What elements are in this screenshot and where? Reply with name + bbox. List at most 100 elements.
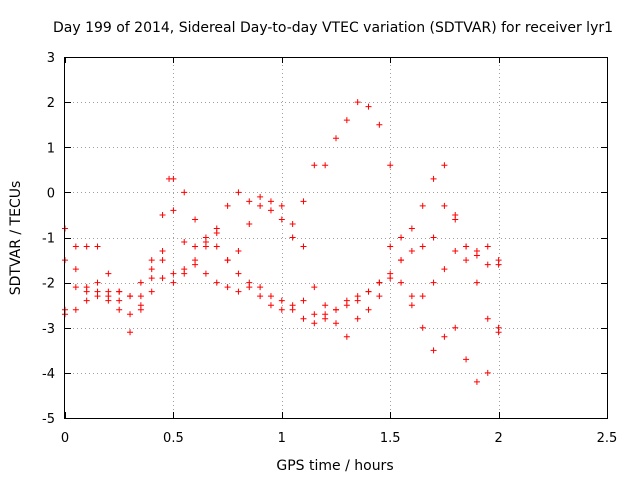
data-point	[484, 261, 491, 268]
data-point	[463, 356, 470, 363]
data-point	[127, 329, 134, 336]
data-point	[430, 234, 437, 241]
data-point	[202, 239, 209, 246]
data-point	[94, 288, 101, 295]
x-tick-label: 2.5	[597, 431, 618, 446]
data-point	[72, 266, 79, 273]
data-point	[278, 306, 285, 313]
data-point	[441, 162, 448, 169]
data-point	[473, 378, 480, 385]
data-point	[94, 243, 101, 250]
data-point	[246, 284, 253, 291]
data-point	[430, 347, 437, 354]
x-tick-labels: 0 0.5 1 1.5 2 2.5	[61, 431, 617, 446]
x-tick-label: 1.5	[380, 431, 401, 446]
data-point	[408, 302, 415, 309]
x-tick-label: 0.5	[163, 431, 184, 446]
data-point	[181, 239, 188, 246]
plot-frame	[64, 57, 608, 419]
data-point	[148, 257, 155, 264]
y-tick-label: -1	[42, 232, 55, 247]
data-point	[495, 257, 502, 264]
data-point	[257, 284, 264, 291]
y-tick-label: -4	[42, 367, 55, 382]
data-point	[278, 297, 285, 304]
data-point	[419, 293, 426, 300]
data-point	[387, 275, 394, 282]
data-point	[127, 311, 134, 318]
data-point	[463, 243, 470, 250]
data-point	[105, 270, 112, 277]
y-tick-label: 1	[47, 141, 55, 156]
data-point	[300, 297, 307, 304]
data-point	[441, 266, 448, 273]
data-point	[484, 315, 491, 322]
data-point	[452, 324, 459, 331]
data-point	[72, 306, 79, 313]
data-point	[137, 293, 144, 300]
data-point	[137, 279, 144, 286]
data-point	[72, 284, 79, 291]
y-tick-label: 3	[47, 51, 55, 66]
data-point	[484, 369, 491, 376]
data-points	[62, 99, 502, 385]
data-point	[278, 202, 285, 209]
x-axis-label: GPS time / hours	[276, 458, 393, 474]
series-group	[62, 162, 502, 340]
y-tick-labels: -5 -4 -3 -2 -1 0 1 2 3	[42, 51, 55, 427]
data-point	[289, 302, 296, 309]
data-point	[159, 248, 166, 255]
x-tick-label: 2	[494, 431, 502, 446]
data-point	[322, 302, 329, 309]
y-tick-label: -5	[42, 412, 55, 427]
data-point	[376, 279, 383, 286]
data-point	[148, 275, 155, 282]
data-point	[473, 248, 480, 255]
data-point	[170, 175, 177, 182]
data-point	[419, 243, 426, 250]
y-tick-label: -3	[42, 322, 55, 337]
data-point	[148, 288, 155, 295]
data-point	[192, 216, 199, 223]
data-point	[376, 121, 383, 128]
data-point	[267, 293, 274, 300]
data-point	[354, 297, 361, 304]
data-point	[127, 293, 134, 300]
data-point	[257, 293, 264, 300]
data-point	[213, 229, 220, 236]
data-point	[170, 270, 177, 277]
series-group	[62, 99, 502, 385]
series-group	[62, 175, 502, 327]
data-point	[72, 243, 79, 250]
x-tick-label: 0	[61, 431, 69, 446]
data-point	[224, 202, 231, 209]
data-point	[322, 315, 329, 322]
data-point	[365, 103, 372, 110]
data-point	[192, 257, 199, 264]
data-point	[289, 234, 296, 241]
data-point	[495, 329, 502, 336]
data-point	[246, 198, 253, 205]
data-point	[116, 288, 123, 295]
data-point	[354, 99, 361, 106]
data-point	[224, 284, 231, 291]
chart-title: Day 199 of 2014, Sidereal Day-to-day VTE…	[53, 20, 613, 36]
data-point	[311, 162, 318, 169]
data-point	[398, 234, 405, 241]
data-point	[365, 306, 372, 313]
y-tick-label: 0	[47, 186, 55, 201]
axis-ticks	[65, 57, 608, 419]
data-point	[235, 248, 242, 255]
data-point	[408, 293, 415, 300]
data-point	[430, 279, 437, 286]
data-point	[354, 315, 361, 322]
data-point	[300, 198, 307, 205]
data-point	[148, 266, 155, 273]
data-point	[202, 270, 209, 277]
data-point	[311, 311, 318, 318]
data-point	[170, 207, 177, 214]
data-point	[159, 211, 166, 218]
data-point	[278, 216, 285, 223]
data-point	[408, 225, 415, 232]
data-point	[408, 248, 415, 255]
